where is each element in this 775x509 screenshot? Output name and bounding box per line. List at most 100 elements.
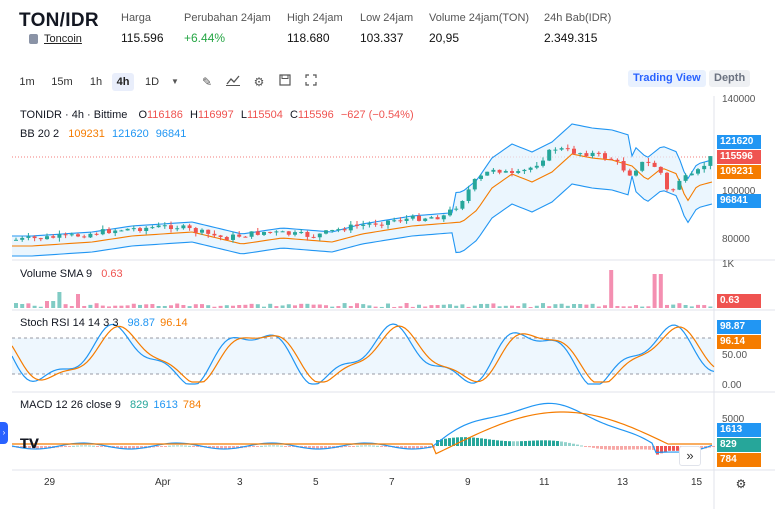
candle-body [262, 231, 266, 235]
candle-body [454, 208, 459, 210]
candle-body [584, 153, 589, 157]
stat-price: Harga 115.596 [121, 12, 164, 45]
macd-hist-bar [600, 446, 603, 450]
tf-4h[interactable]: 4h [112, 73, 134, 91]
candle-body [144, 227, 149, 231]
macd-hist-bar [216, 446, 219, 449]
macd-hist-bar [356, 445, 359, 447]
candle-body [131, 228, 136, 230]
candle-body [119, 230, 124, 232]
timeframe-dropdown-icon[interactable]: ▼ [171, 77, 179, 86]
volume-bar [516, 306, 521, 308]
candle-body [212, 233, 217, 236]
macd-hist-bar [64, 446, 67, 447]
macd-hist-bar [528, 440, 531, 446]
volume-bar [435, 305, 440, 308]
candle-body [479, 175, 483, 179]
candle-body [665, 172, 669, 190]
stat-change: Perubahan 24jam +6.44% [184, 12, 271, 45]
save-snapshot-icon[interactable] [277, 74, 293, 90]
macd-hist-bar [504, 441, 507, 446]
chart-settings-gear-icon[interactable]: ⚙ [735, 477, 747, 491]
volume-bar [57, 292, 62, 308]
candle-body [100, 229, 105, 235]
chart-canvas[interactable] [12, 96, 775, 509]
volume-bar [553, 304, 558, 308]
candle-body [51, 236, 56, 238]
price-tick-140000: 140000 [722, 94, 756, 105]
candle-body [169, 225, 173, 230]
volume-tag: 0.63 [717, 294, 761, 308]
candle-body [26, 236, 31, 238]
coin-link[interactable]: Toncoin [29, 33, 82, 45]
volume-bar [342, 303, 347, 308]
trading-view-button[interactable]: Trading View [628, 70, 706, 87]
macd-hist-bar [36, 446, 39, 449]
bb-upper-line [12, 123, 713, 237]
volume-bar [689, 306, 694, 308]
indicators-icon[interactable] [225, 74, 241, 90]
bb-fill [12, 124, 712, 256]
settings-gear-icon[interactable]: ⚙ [253, 75, 265, 89]
stat-low: Low 24jam 103.337 [360, 12, 414, 45]
volume-bar [367, 305, 372, 308]
macd-hist-bar [228, 446, 231, 449]
macd-hist-bar [272, 445, 275, 447]
macd-hist-bar [372, 445, 375, 447]
volume-bar [534, 305, 539, 308]
scroll-to-realtime-button[interactable]: » [679, 446, 701, 466]
macd-hist-bar [44, 446, 47, 449]
macd-hist-bar [496, 440, 499, 446]
macd-hist-bar [604, 446, 607, 450]
macd-hist-bar [636, 446, 639, 450]
macd-hist-bar [196, 446, 199, 447]
fullscreen-icon[interactable] [303, 74, 319, 90]
macd-hist-bar [532, 440, 535, 446]
volume-bar [156, 305, 161, 308]
candle-body [286, 231, 291, 235]
candle-body [528, 167, 533, 170]
volume-bar [125, 305, 130, 308]
macd-hist-tag: 829 [717, 438, 761, 452]
volume-bar [429, 305, 434, 308]
volume-bar [175, 303, 180, 308]
x-label-3: 3 [237, 477, 243, 488]
chart-area[interactable]: TONIDR · 4h · Bittime O116186 H116997 L1… [0, 94, 775, 509]
tradingview-logo[interactable]: 𝗧𝗩 [20, 436, 39, 451]
macd-hist-bar [444, 438, 447, 446]
side-panel-toggle[interactable]: › [0, 422, 8, 444]
volume-bar [181, 305, 186, 308]
tf-1h[interactable]: 1h [89, 76, 103, 88]
macd-hist-bar [576, 444, 579, 446]
x-label-apr: Apr [155, 477, 171, 488]
candle-body [671, 189, 676, 191]
candle-body [429, 217, 434, 219]
volume-bar [243, 304, 248, 308]
volume-bar [94, 303, 99, 308]
macd-hist-bar [660, 446, 663, 454]
macd-hist-bar [308, 446, 311, 449]
tf-1d[interactable]: 1D [144, 76, 160, 88]
depth-button[interactable]: Depth [709, 70, 751, 87]
volume-bar [63, 304, 68, 308]
volume-bar [615, 305, 620, 308]
volume-bar [193, 304, 198, 308]
volume-bar [206, 305, 211, 308]
macd-hist-bar [176, 445, 179, 447]
volume-bar [559, 303, 564, 308]
volume-bar [528, 306, 533, 308]
candle-body [69, 234, 74, 236]
stoch-k-tag: 98.87 [717, 320, 761, 334]
candle-body [404, 218, 409, 221]
tf-15m[interactable]: 15m [51, 76, 73, 88]
candle-body [646, 161, 651, 163]
tf-1m[interactable]: 1m [19, 76, 35, 88]
drawing-pen-icon[interactable]: ✎ [201, 75, 213, 89]
volume-bar [646, 306, 651, 308]
macd-hist-bar [120, 446, 123, 449]
macd-hist-bar [180, 445, 183, 447]
volume-bar [373, 306, 378, 308]
volume-bar [596, 306, 601, 308]
candle-body [386, 220, 390, 225]
candle-body [255, 231, 260, 235]
